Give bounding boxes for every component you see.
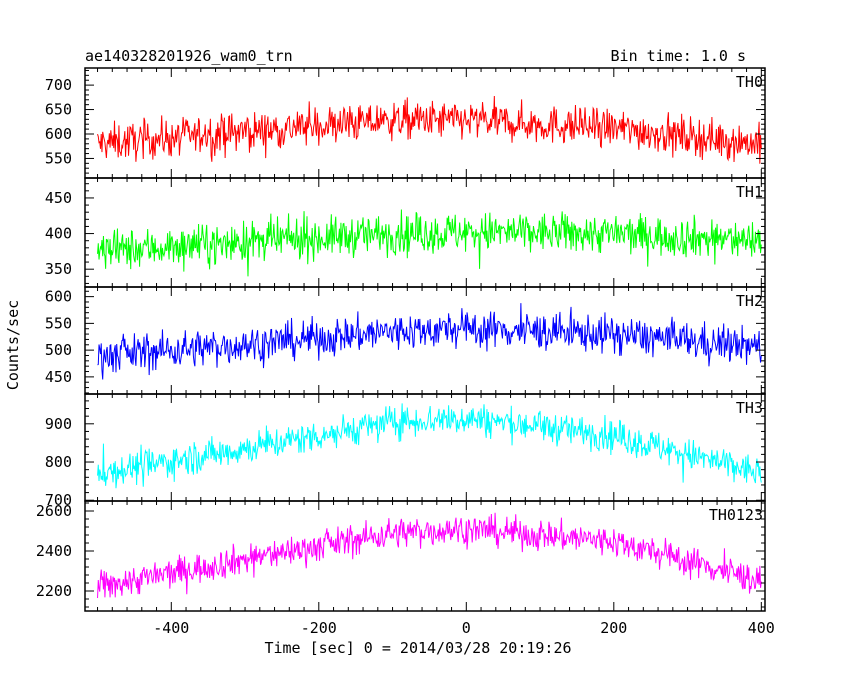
series-line-th2 xyxy=(97,303,762,380)
y-tick-label: 500 xyxy=(45,341,72,359)
y-tick-label: 550 xyxy=(45,314,72,332)
bin-time-label: Bin time: 1.0 s xyxy=(611,47,746,65)
panels-group: TH0 550 600 650 700 TH1 350 400 450 TH2 450 500 550 6… xyxy=(36,67,775,637)
panel-frame-th0123 xyxy=(84,500,766,612)
series-line-th0123 xyxy=(97,512,762,599)
y-tick-label: 2200 xyxy=(36,582,72,600)
panel-label-th0: TH0 xyxy=(736,73,763,91)
x-tick-label: 200 xyxy=(600,619,627,637)
y-tick-label: 450 xyxy=(45,368,72,386)
x-tick-label: 400 xyxy=(748,619,775,637)
series-line-th0 xyxy=(97,95,762,164)
y-tick-label: 450 xyxy=(45,189,72,207)
y-tick-label: 700 xyxy=(45,76,72,94)
y-tick-label: 600 xyxy=(45,125,72,143)
y-tick-label: 600 xyxy=(45,288,72,306)
x-tick-label: -200 xyxy=(301,619,337,637)
panel-label-th2: TH2 xyxy=(736,292,763,310)
y-tick-label: 550 xyxy=(45,149,72,167)
x-tick-label: 0 xyxy=(462,619,471,637)
y-tick-label: 400 xyxy=(45,225,72,243)
panel-label-th1: TH1 xyxy=(736,183,763,201)
y-tick-label: 900 xyxy=(45,415,72,433)
series-line-th1 xyxy=(97,209,762,277)
series-line-th3 xyxy=(97,403,762,489)
y-tick-label: 2400 xyxy=(36,542,72,560)
x-tick-label: -400 xyxy=(153,619,189,637)
y-axis-label: Counts/sec xyxy=(4,300,22,390)
y-tick-label: 650 xyxy=(45,101,72,119)
y-tick-label: 2600 xyxy=(36,502,72,520)
y-tick-label: 350 xyxy=(45,260,72,278)
panel-label-th0123: TH0123 xyxy=(709,506,763,524)
y-tick-label: 800 xyxy=(45,453,72,471)
y-tick-label: 700 xyxy=(45,491,72,509)
panel-label-th3: TH3 xyxy=(736,399,763,417)
chart-title: ae140328201926_wam0_trn xyxy=(85,47,293,65)
x-axis-label: Time [sec] 0 = 2014/03/28 20:19:26 xyxy=(264,639,571,657)
